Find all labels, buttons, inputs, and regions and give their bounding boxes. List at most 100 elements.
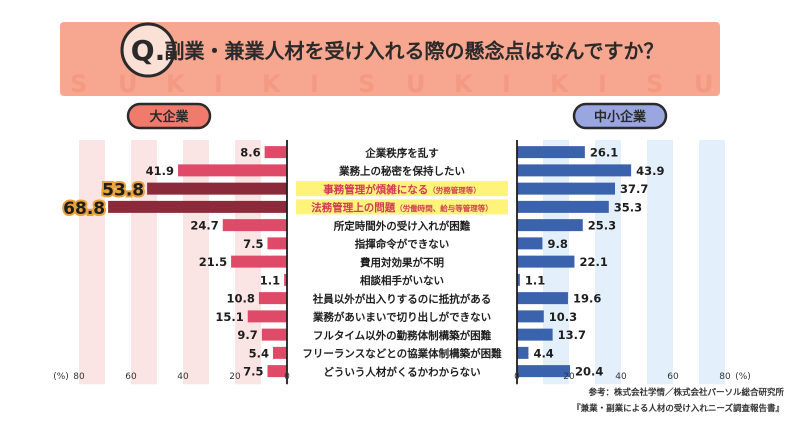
large-company-bar [258,292,287,305]
watermark-letter: U [406,70,426,98]
small-company-value: 20.4 [575,365,603,379]
banner-background [60,22,720,96]
large-company-bar [264,146,287,159]
right-grid-band [699,140,725,385]
question-title: 副業・兼業人材を受け入れる際の懸念点はなんですか？ [165,39,664,63]
small-company-badge: 中小企業 [572,102,668,130]
watermark-letter: S [358,70,375,98]
small-company-value: 37.7 [620,182,648,196]
left-grid-band [131,140,157,385]
large-company-value: 41.9 [146,164,174,178]
bar-rows: 企業秩序を乱す 8.6 26.1 業務上の秘密を保持したい 41.9 43.9 事務管理が煩… [61,146,664,379]
right-grid-band [595,140,621,385]
category-label: 業務上の秘密を保持したい [338,165,465,178]
source-line-2: 『兼業・副業による人材の受け入れニーズ調査報告書』 [572,403,784,414]
large-company-bar [284,273,287,286]
left-tick-label: (%) [53,372,69,382]
large-company-value: 15.1 [215,310,243,324]
large-company-value: 24.7 [190,219,218,233]
left-tick-label: 40 [177,372,189,382]
small-company-bar [517,237,543,250]
large-company-value: 53.8 [102,181,144,201]
small-company-value: 9.8 [547,237,567,251]
large-company-value: 9.7 [237,328,257,342]
category-label: どういう人材がくるかわからない [323,365,480,378]
watermark-letter: S [70,70,87,98]
small-company-value: 35.3 [614,200,642,214]
category-label: フルタイム以外の勤務体制構築が困難 [313,329,492,342]
large-company-value: 8.6 [240,146,260,160]
small-company-value: 26.1 [590,146,618,160]
small-company-value: 22.1 [579,255,607,269]
small-company-bar [517,292,568,305]
large-company-bar [267,365,287,378]
small-company-bar [517,328,553,341]
large-company-value: 68.8 [63,199,105,219]
watermark-letter: I [598,70,607,98]
small-company-bar [517,164,632,177]
watermark-letter: I [502,70,511,98]
source-line-1: 参考：株式会社学情／株式会社パーソル総合研究所 [588,387,784,398]
large-company-value: 1.1 [260,273,280,287]
category-note: （労働時間、給与等管理等） [395,203,493,213]
small-company-value: 4.4 [533,346,553,360]
right-grid-band [647,140,673,385]
right-tick-label: 20 [563,372,575,382]
large-company-bar [178,164,287,177]
watermark-letter: K [454,70,474,98]
highlight-background [296,181,508,197]
small-company-bar [517,182,616,195]
category-label: 業務があいまいで切り出しができない [312,311,491,324]
watermark-letter: K [550,70,570,98]
category-label: フリーランスなどとの協業体制構築が困難 [302,347,502,360]
category-label: 事務管理が煩雑になる（労務管理等） [323,183,481,196]
right-tick-label: (%) [735,372,751,382]
large-company-bar [108,200,288,213]
large-company-bar [267,237,287,250]
watermark-letter: U [118,70,138,98]
axes: (%) 80 60 40 20 0 0 20 40 60 80 (%) [53,140,751,385]
category-label: 法務管理上の問題（労働時間、給与等管理等） [311,201,493,214]
left-tick-label: 80 [73,372,85,382]
q-circle-icon [120,22,176,78]
left-grid-band [79,140,105,385]
small-company-bar [517,200,609,213]
left-grid-band [183,140,209,385]
left-tick-label: 0 [284,372,290,382]
small-company-bar [517,346,529,359]
category-label: 社員以外が出入りするのに抵抗がある [312,292,492,305]
large-company-value: 21.5 [199,255,227,269]
watermark-letter: K [166,70,186,98]
category-label: 企業秩序を乱す [364,146,439,159]
large-company-bar [222,219,287,232]
small-company-bar [517,310,544,323]
small-company-value: 19.6 [573,292,601,306]
right-tick-label: 80 [719,372,731,382]
category-note: （労務管理等） [428,185,481,195]
large-company-label: 大企業 [149,109,189,125]
watermark-letter: K [262,70,282,98]
watermark-letter: U [694,70,714,98]
large-company-bar [261,328,287,341]
small-company-bar [517,219,583,232]
category-label: 所定時間外の受け入れが困難 [334,219,471,232]
large-company-badge: 大企業 [126,102,212,130]
left-tick-label: 60 [125,372,137,382]
small-company-value: 10.3 [549,310,577,324]
category-label: 指揮命令ができない [355,238,450,251]
watermark-letter: I [310,70,319,98]
large-company-value: 5.4 [249,346,269,360]
large-company-bar [147,182,287,195]
large-company-value: 7.5 [243,365,263,379]
right-tick-label: 40 [615,372,627,382]
watermark-letter: S [646,70,663,98]
small-company-value: 25.3 [588,219,616,233]
large-company-value: 10.8 [227,292,255,306]
watermark-letter: I [214,70,223,98]
large-company-bar [231,255,287,268]
category-label: 費用対効果が不明 [360,256,444,269]
